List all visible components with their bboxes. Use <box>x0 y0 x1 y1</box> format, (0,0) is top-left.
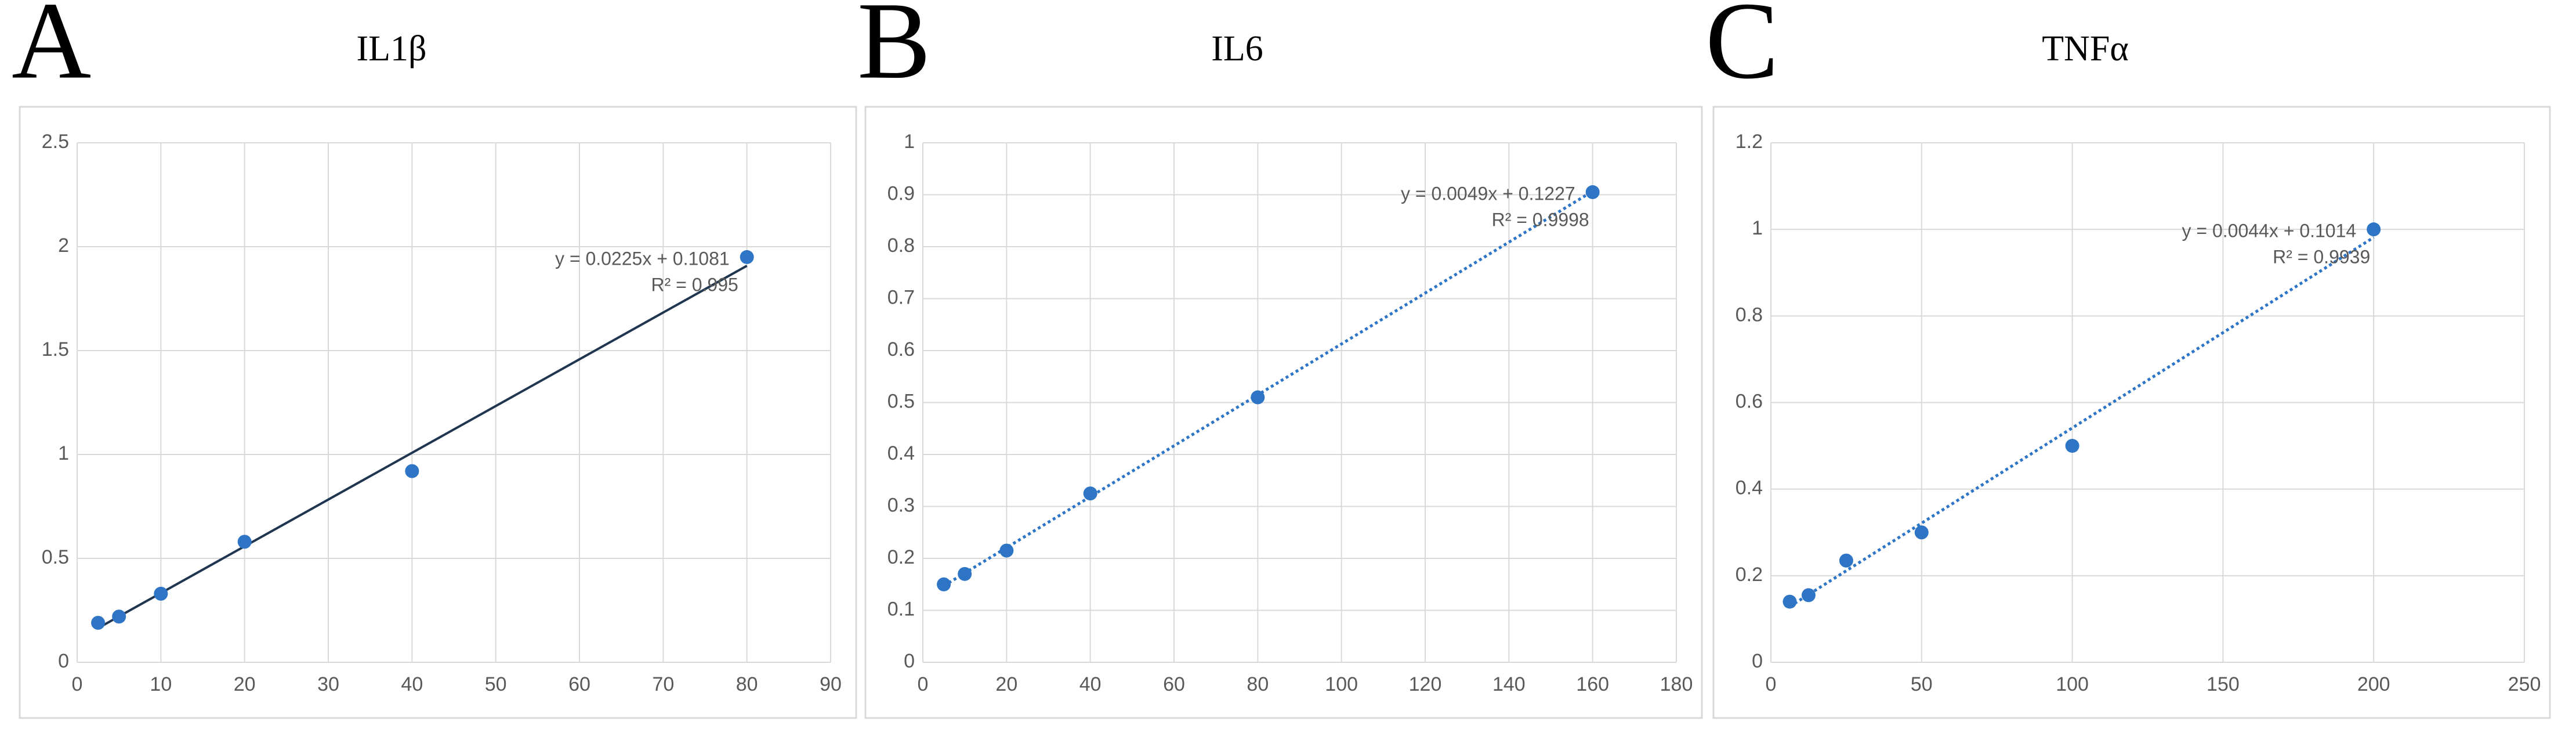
x-tick-label: 70 <box>652 673 674 695</box>
r-squared: R² = 0.9939 <box>2273 247 2370 268</box>
y-tick-label: 0.9 <box>887 182 915 204</box>
panel-frame <box>19 106 857 719</box>
x-tick-label: 50 <box>1911 673 1933 695</box>
data-point <box>1251 390 1265 405</box>
y-tick-label: 0.4 <box>1736 477 1763 499</box>
x-tick-label: 20 <box>995 673 1017 695</box>
trendline-equation: y = 0.0049x + 0.1227 <box>1401 183 1575 204</box>
y-tick-label: 0.2 <box>1736 564 1763 586</box>
x-tick-label: 120 <box>1409 673 1442 695</box>
x-tick-label: 250 <box>2508 673 2541 695</box>
x-tick-label: 0 <box>72 673 83 695</box>
trendline-equation: y = 0.0225x + 0.1081 <box>555 248 730 269</box>
x-tick-label: 180 <box>1660 673 1693 695</box>
chart-title: TNFα <box>2042 29 2129 68</box>
y-tick-label: 0.6 <box>1736 390 1763 412</box>
x-tick-label: 140 <box>1492 673 1526 695</box>
x-tick-label: 100 <box>1325 673 1358 695</box>
y-tick-label: 2.5 <box>42 131 69 153</box>
x-tick-label: 80 <box>736 673 758 695</box>
data-point <box>112 609 126 624</box>
data-point <box>2367 222 2381 237</box>
data-point <box>2065 439 2079 453</box>
data-point <box>154 586 168 601</box>
x-tick-label: 200 <box>2357 673 2390 695</box>
trendline <box>943 190 1593 587</box>
y-tick-label: 0.5 <box>42 546 69 568</box>
data-point <box>1585 185 1600 200</box>
data-point <box>1839 553 1853 568</box>
y-tick-label: 0.8 <box>887 234 915 257</box>
data-point <box>999 543 1014 558</box>
x-tick-label: 20 <box>234 673 256 695</box>
trendline <box>1789 236 2375 608</box>
y-tick-label: 0.6 <box>887 338 915 360</box>
x-tick-label: 150 <box>2207 673 2240 695</box>
y-tick-label: 0.5 <box>887 390 915 412</box>
x-tick-label: 50 <box>485 673 507 695</box>
y-tick-label: 0 <box>1752 650 1763 672</box>
data-point <box>1782 594 1797 609</box>
x-tick-label: 40 <box>1079 673 1102 695</box>
x-tick-label: 60 <box>1163 673 1185 695</box>
data-point <box>1801 588 1816 602</box>
y-tick-label: 0.8 <box>1736 304 1763 326</box>
chart-title: IL6 <box>1211 29 1263 68</box>
y-tick-label: 1 <box>904 131 915 153</box>
y-tick-label: 0.2 <box>887 546 915 568</box>
x-tick-label: 60 <box>568 673 590 695</box>
data-point <box>958 567 972 581</box>
trendline <box>97 265 748 629</box>
y-tick-label: 0.7 <box>887 286 915 308</box>
x-tick-label: 10 <box>150 673 172 695</box>
x-tick-label: 0 <box>1766 673 1777 695</box>
panel-frame <box>1712 106 2551 719</box>
y-tick-label: 0.4 <box>887 442 915 464</box>
data-point <box>237 535 252 549</box>
panel-label: A <box>12 0 91 102</box>
x-tick-label: 160 <box>1576 673 1609 695</box>
y-tick-label: 0.1 <box>887 598 915 620</box>
panel-label: B <box>857 0 931 102</box>
y-tick-label: 1.5 <box>42 338 69 360</box>
x-tick-label: 80 <box>1247 673 1269 695</box>
x-tick-label: 40 <box>401 673 423 695</box>
x-tick-label: 90 <box>820 673 842 695</box>
data-point <box>740 250 754 264</box>
y-tick-label: 1 <box>1752 217 1763 239</box>
chart-title: IL1β <box>356 29 426 68</box>
y-tick-label: 2 <box>58 234 69 257</box>
x-tick-label: 0 <box>918 673 929 695</box>
y-tick-label: 0 <box>904 650 915 672</box>
x-tick-label: 30 <box>317 673 339 695</box>
r-squared: R² = 0.995 <box>651 274 738 295</box>
panel-frame <box>864 106 1703 719</box>
data-point <box>91 615 106 630</box>
data-point <box>405 464 419 478</box>
data-point <box>1914 525 1929 540</box>
trendline-equation: y = 0.0044x + 0.1014 <box>2182 221 2357 241</box>
y-tick-label: 1.2 <box>1736 131 1763 153</box>
r-squared: R² = 0.9998 <box>1492 209 1589 230</box>
y-tick-label: 1 <box>58 442 69 464</box>
y-tick-label: 0 <box>58 650 69 672</box>
data-point <box>1083 486 1097 501</box>
panel-label: C <box>1705 0 1779 102</box>
data-point <box>937 577 951 591</box>
y-tick-label: 0.3 <box>887 494 915 516</box>
x-tick-label: 100 <box>2056 673 2089 695</box>
